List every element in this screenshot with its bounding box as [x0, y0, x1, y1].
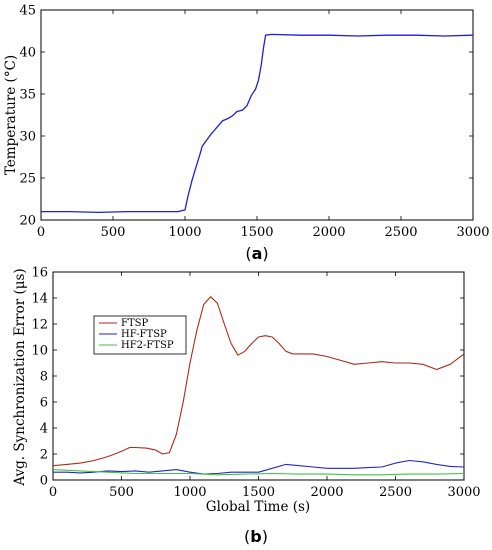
legend-label: HF-FTSP — [121, 329, 167, 340]
temperature-chart: 0 500 1000 1500 2000 2500 3000 20 25 30 35 40 45 Tem… — [3, 4, 490, 264]
y-tick-label: 10 — [31, 344, 48, 359]
y-tick-label: 8 — [40, 370, 48, 385]
x-tick-label: 1000 — [168, 225, 201, 240]
caption-b: (b) — [244, 527, 268, 546]
y-tick-label: 25 — [19, 172, 36, 187]
x-tick-label: 3000 — [447, 485, 480, 500]
x-tick-label: 3000 — [456, 225, 489, 240]
caption-a-letter: a — [252, 244, 263, 263]
y-tick-label: 45 — [19, 4, 36, 19]
tick-group-b: 0 500 1000 1500 2000 2500 3000 0 2 4 6 8 10 12 14 16 — [31, 266, 480, 501]
y-tick-label: 0 — [40, 474, 48, 489]
sync-error-chart: 0 500 1000 1500 2000 2500 3000 0 2 4 6 8 10 12 14 16 FT… — [12, 266, 481, 547]
legend-label: HF2-FTSP — [121, 340, 174, 351]
plot-frame-a — [40, 9, 474, 221]
legend-box — [93, 315, 187, 355]
series-line-temperature — [41, 33, 474, 214]
x-tick-label: 1000 — [173, 485, 206, 500]
series-group-b — [52, 296, 465, 476]
x-tick-label: 2500 — [379, 485, 412, 500]
y-tick-label: 4 — [40, 422, 48, 437]
y-tick-label: 16 — [31, 266, 48, 281]
caption-a: (a) — [245, 244, 268, 263]
y-tick-label: 40 — [19, 46, 36, 61]
y-tick-label: 6 — [40, 396, 48, 411]
x-tick-label: 1500 — [242, 485, 275, 500]
y-tick-label: 20 — [19, 214, 36, 229]
x-tick-label: 1500 — [240, 225, 273, 240]
series-line-ftsp — [52, 296, 465, 467]
x-axis-title-b: Global Time (s) — [206, 499, 310, 515]
y-axis-title-a: Temperature (°C) — [3, 55, 19, 175]
y-tick-label: 14 — [31, 292, 48, 307]
series-line-hf-ftsp — [53, 459, 465, 475]
caption-b-letter: b — [250, 527, 261, 546]
x-tick-label: 500 — [101, 225, 126, 240]
series-line-hf2-ftsp — [52, 469, 465, 476]
series-group-a — [41, 33, 474, 214]
x-tick-label: 2000 — [310, 485, 343, 500]
x-tick-label: 0 — [37, 225, 45, 240]
x-tick-label: 0 — [49, 485, 57, 500]
y-tick-label: 2 — [40, 448, 48, 463]
y-axis-title-b: Avg. Synchronization Error (μs) — [12, 268, 28, 486]
y-tick-label: 12 — [31, 318, 48, 333]
plot-frame-b — [52, 271, 465, 481]
legend-label: FTSP — [121, 318, 148, 329]
y-tick-label: 35 — [19, 88, 36, 103]
tick-group-a: 0 500 1000 1500 2000 2500 3000 20 25 30 35 40 45 — [19, 4, 489, 241]
y-tick-label: 30 — [19, 130, 36, 145]
x-tick-label: 2500 — [384, 225, 417, 240]
x-tick-label: 500 — [109, 485, 134, 500]
x-tick-label: 2000 — [312, 225, 345, 240]
